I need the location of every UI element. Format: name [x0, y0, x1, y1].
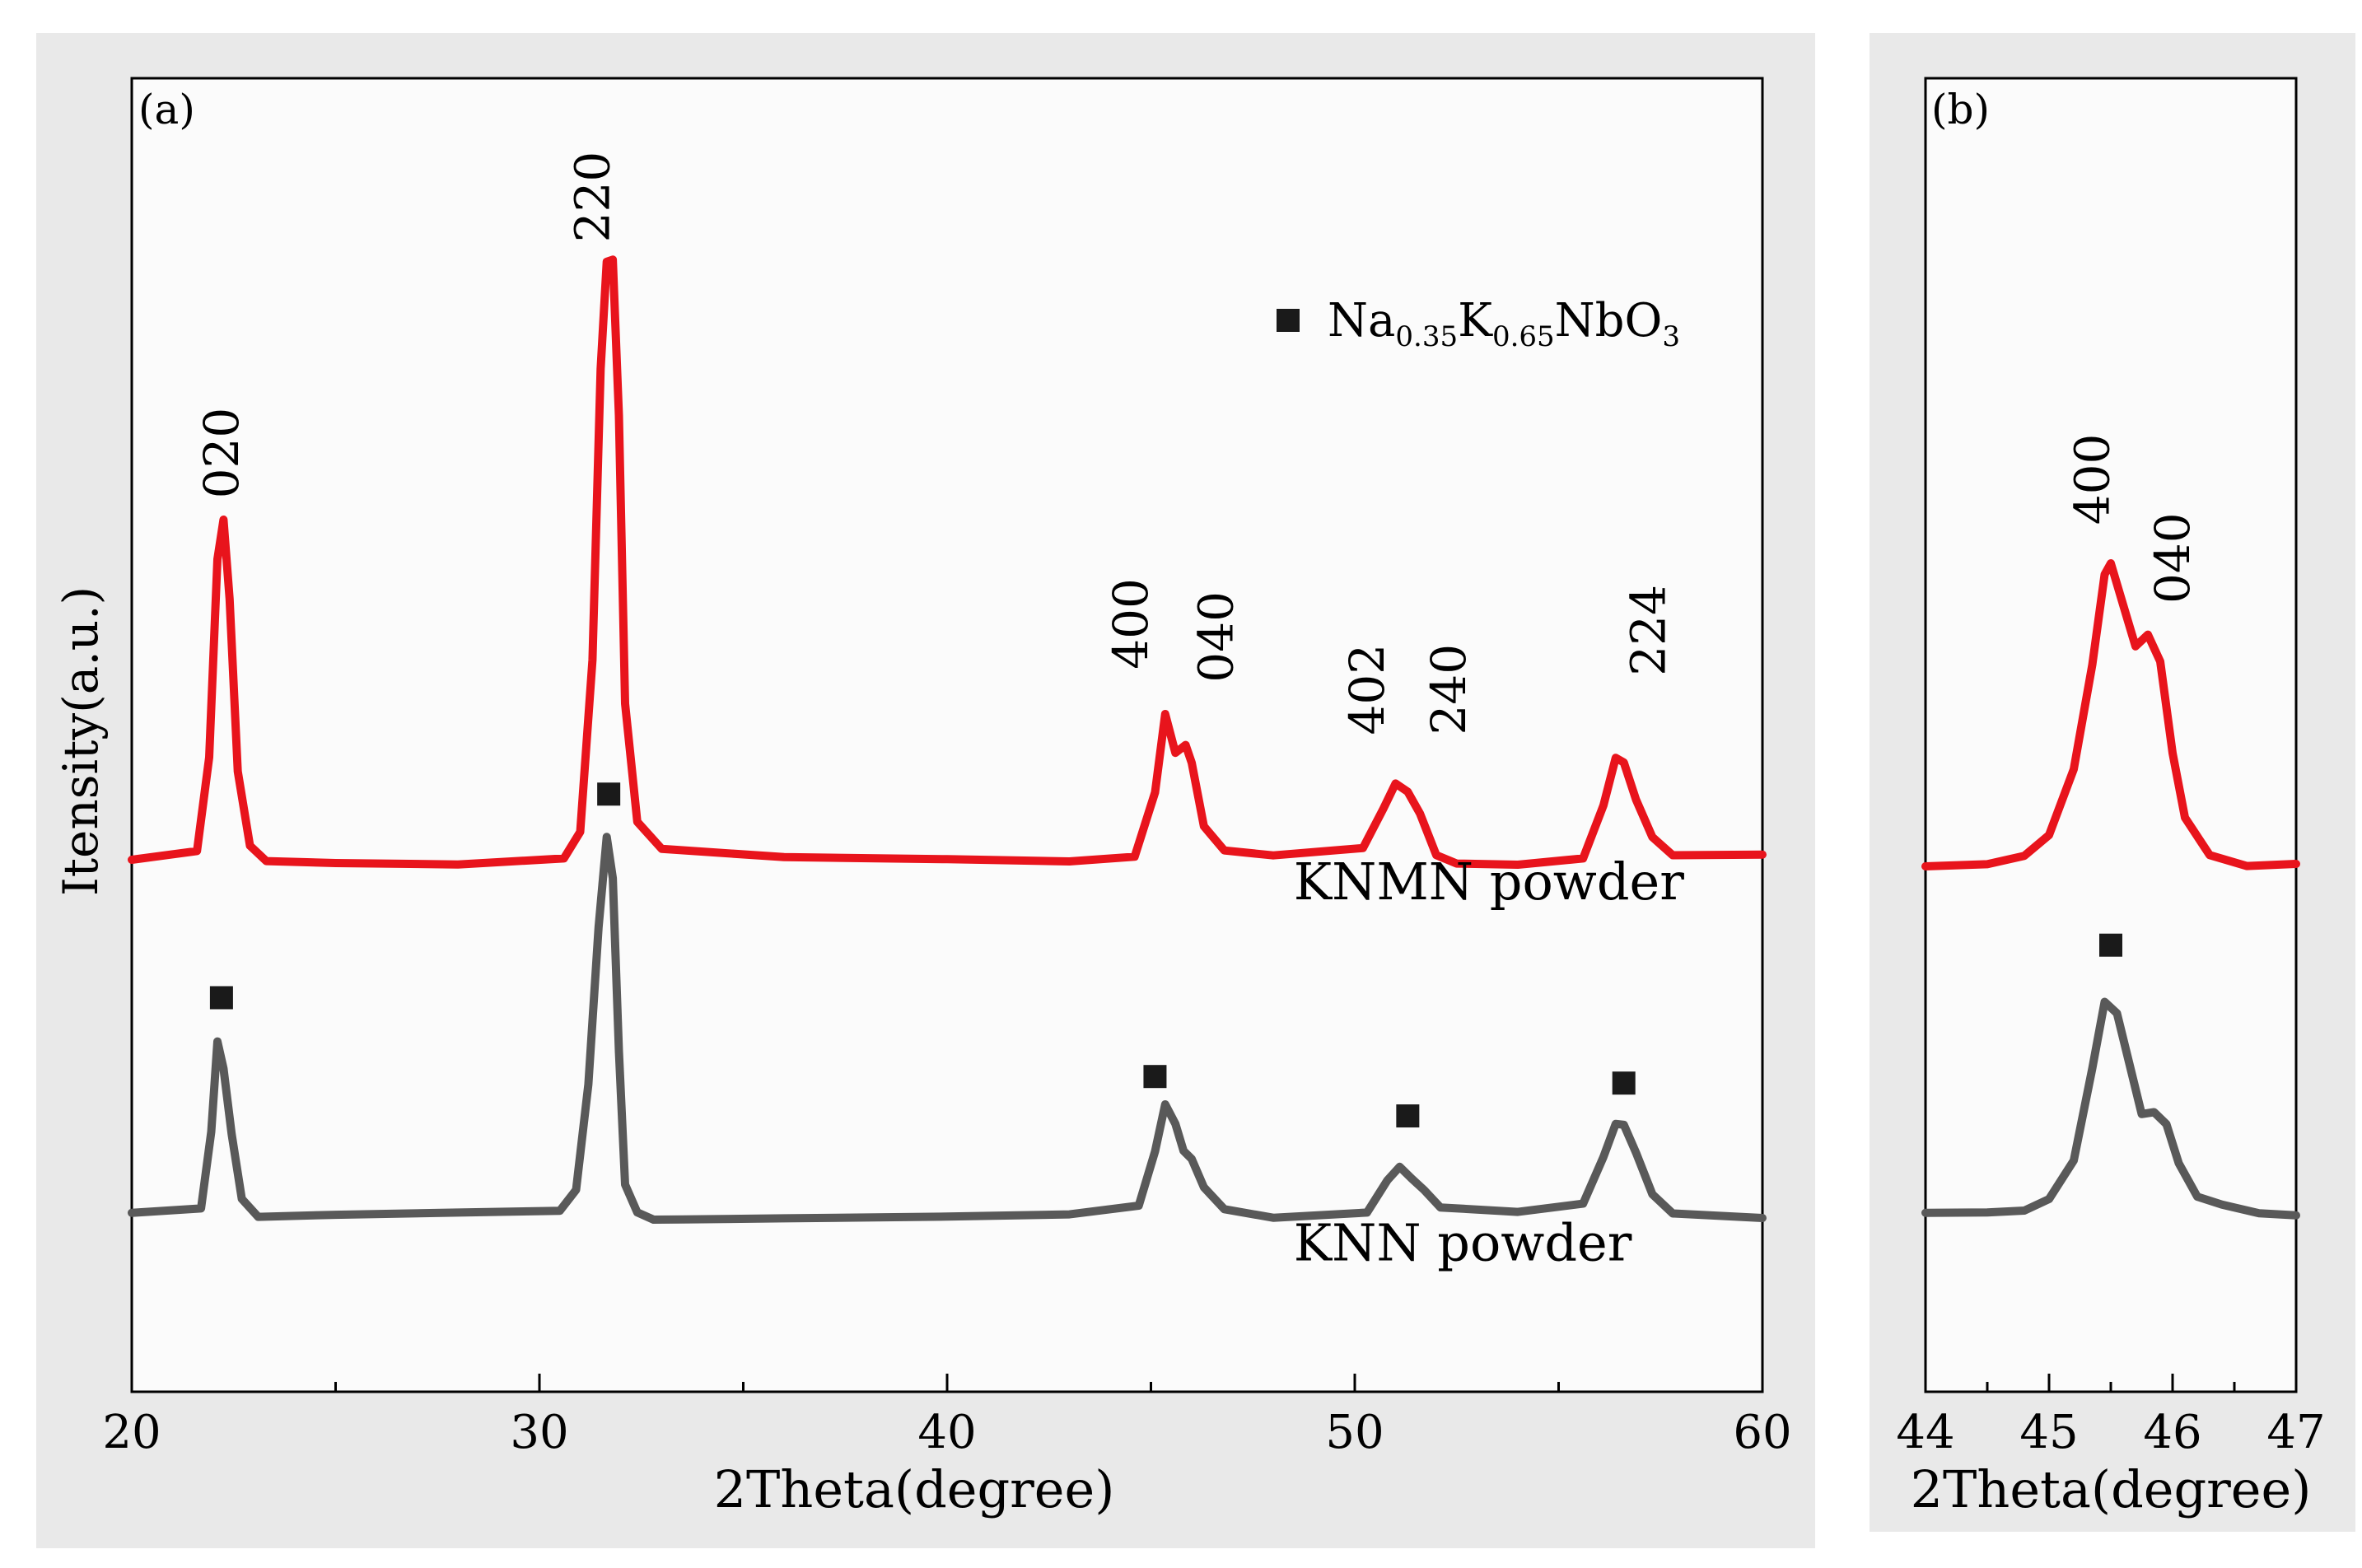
annotation-group-a: KNMN powder KNN powder — [1294, 852, 1684, 1273]
legend-label-part: NbO — [1555, 294, 1663, 348]
panel-a: 20 30 40 50 60 020 220 400 040 402 240 224 KNMN po… — [53, 77, 1792, 1519]
legend-label: Na0.35K0.65NbO3 — [1328, 294, 1680, 353]
x-tick-label: 47 — [2266, 1406, 2325, 1459]
legend: Na0.35K0.65NbO3 — [1277, 294, 1680, 353]
x-tick-label: 60 — [1733, 1406, 1791, 1459]
x-tick-label: 20 — [102, 1406, 161, 1459]
panel-label-a: (a) — [138, 86, 195, 133]
peak-marker — [209, 986, 233, 1010]
legend-label-part: Na — [1328, 294, 1395, 348]
panel-b: 44 45 46 47 400 040 (b) 2Theta(degree) — [1896, 77, 2326, 1519]
peak-label: 402 — [1339, 644, 1395, 735]
peak-marker — [597, 782, 621, 806]
series-line-knn-powder — [128, 833, 1767, 1224]
series-line-knmn-powder — [1921, 559, 2300, 870]
peak-label: 240 — [1421, 644, 1477, 735]
peak-label: 040 — [1188, 591, 1244, 683]
x-tick-label: 50 — [1325, 1406, 1384, 1459]
legend-label-part: K — [1458, 294, 1493, 348]
peak-label: 020 — [194, 408, 250, 499]
legend-marker — [1277, 309, 1300, 332]
x-axis-ticks-a: 20 30 40 50 60 — [102, 1374, 1792, 1459]
plot-area-a — [130, 77, 1764, 1393]
legend-label-subscript: 0.35 — [1395, 320, 1458, 353]
series-group-b — [1921, 559, 2300, 1220]
marker-group-a — [209, 782, 1636, 1128]
series-line-knmn-powder — [128, 255, 1767, 869]
series-annotation: KNN powder — [1294, 1213, 1632, 1273]
series-group-a — [128, 255, 1767, 1224]
peak-label: 224 — [1620, 585, 1676, 676]
x-tick-label: 40 — [917, 1406, 976, 1459]
peak-label: 040 — [2145, 512, 2201, 604]
panel-label-b: (b) — [1931, 86, 1990, 133]
peak-label: 400 — [2065, 434, 2121, 525]
peak-label: 400 — [1103, 578, 1159, 670]
legend-label-subscript: 3 — [1662, 320, 1680, 353]
plot-area-b — [1924, 77, 2298, 1393]
x-tick-label: 30 — [510, 1406, 568, 1459]
x-tick-label: 46 — [2143, 1406, 2201, 1459]
legend-label-subscript: 0.65 — [1492, 320, 1555, 353]
peak-label-group-b: 400 040 — [2065, 434, 2201, 604]
y-axis-label-a: Itensity(a.u.) — [53, 586, 109, 896]
marker-group-b — [2099, 933, 2122, 957]
x-axis-ticks-b: 44 45 46 47 — [1896, 1374, 2326, 1459]
peak-label-group-a: 020 220 400 040 402 240 224 — [194, 152, 1677, 735]
peak-marker — [2099, 933, 2122, 957]
peak-marker — [1143, 1065, 1167, 1089]
x-tick-label: 44 — [1896, 1406, 1954, 1459]
x-tick-label: 45 — [2019, 1406, 2078, 1459]
peak-marker — [1396, 1104, 1420, 1128]
series-line-knn-powder — [1921, 997, 2300, 1220]
series-annotation: KNMN powder — [1294, 852, 1684, 912]
x-axis-label-a: 2Theta(degree) — [714, 1459, 1115, 1519]
peak-marker — [1612, 1071, 1636, 1095]
x-axis-label-b: 2Theta(degree) — [1911, 1459, 2312, 1519]
peak-label: 220 — [564, 152, 620, 243]
